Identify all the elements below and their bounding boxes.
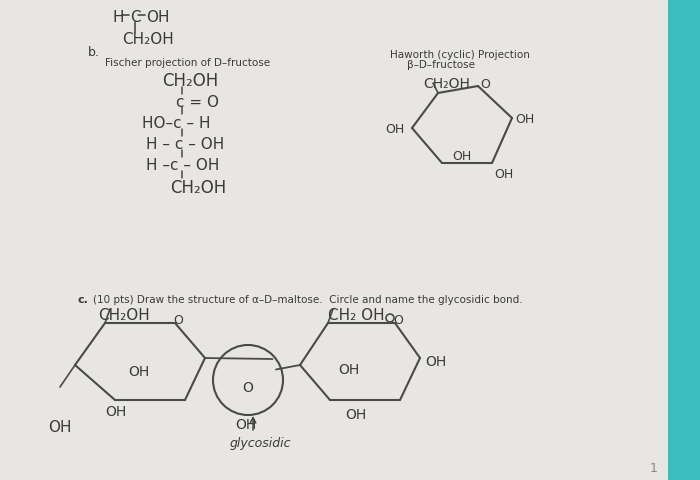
Text: b.: b. [88,46,100,59]
Text: OH: OH [48,420,71,435]
Text: C: C [130,10,141,25]
Text: Haworth (cyclic) Projection: Haworth (cyclic) Projection [390,50,530,60]
Text: H – c – OH: H – c – OH [146,137,224,152]
Text: 1: 1 [650,462,658,475]
Text: β–D–fructose: β–D–fructose [407,60,475,70]
Text: CH₂OH: CH₂OH [423,77,470,91]
Text: OH: OH [515,113,534,126]
Text: OH: OH [385,123,405,136]
Text: c.: c. [78,295,89,305]
Text: CH₂ OH: CH₂ OH [328,308,384,323]
Text: OH: OH [425,355,447,369]
Text: OH: OH [128,365,149,379]
Text: O: O [393,313,403,326]
Text: OH: OH [345,408,366,422]
Text: OH: OH [105,405,126,419]
Text: CH₂OH: CH₂OH [162,72,218,90]
Text: OH: OH [338,363,359,377]
Text: CH₂OH: CH₂OH [170,179,226,197]
Text: H: H [112,10,123,25]
Text: c = O: c = O [176,95,219,110]
Text: OH: OH [235,418,256,432]
Text: O: O [480,77,490,91]
Text: O: O [173,313,183,326]
Bar [668,0,700,480]
Text: glycosidic: glycosidic [230,437,291,450]
Text: OH: OH [146,10,169,25]
Text: O: O [243,381,253,395]
Text: CH₂OH: CH₂OH [122,32,174,47]
Text: CH₂OH: CH₂OH [98,308,150,323]
Text: Fischer projection of D–fructose: Fischer projection of D–fructose [105,58,270,68]
Text: OH: OH [494,168,513,181]
Text: HO–c – H: HO–c – H [142,116,211,131]
Text: OH: OH [452,150,471,163]
Text: (10 pts) Draw the structure of α–D–maltose.  Circle and name the glycosidic bond: (10 pts) Draw the structure of α–D–malto… [93,295,523,305]
Text: H –c – OH: H –c – OH [146,158,219,173]
